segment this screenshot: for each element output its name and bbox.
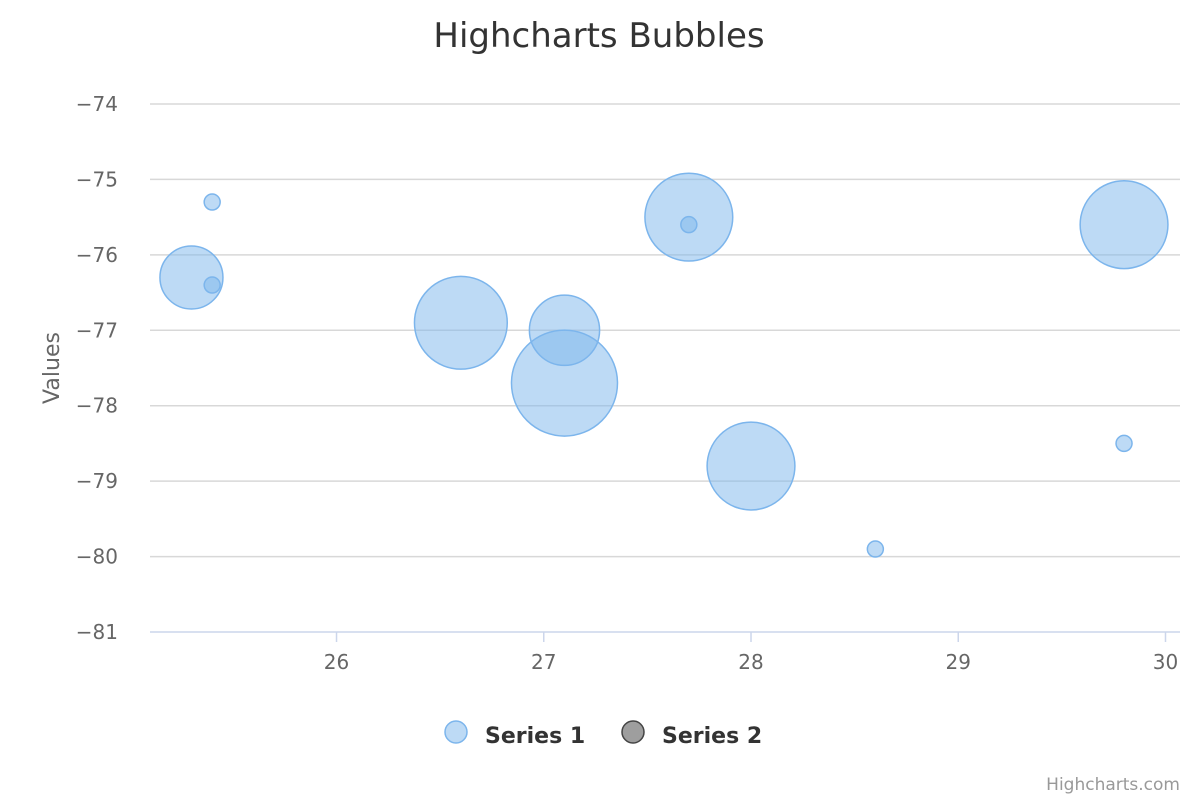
y-tick-label: −80 [76,545,118,569]
bubble-point[interactable] [203,193,221,211]
y-axis-ticks: −74 −75 −76 −77 −78 −79 −80 −81 [76,92,118,644]
chart-title: Highcharts Bubbles [433,16,764,56]
bubble-point[interactable] [706,421,796,511]
x-tick-label: 29 [946,650,971,674]
y-tick-label: −81 [76,620,118,644]
y-tick-label: −78 [76,394,118,418]
bubble-point[interactable] [413,275,509,370]
y-tick-label: −74 [76,92,118,116]
x-tick-label: 26 [324,650,349,674]
y-tick-label: −75 [76,167,118,191]
x-tick-label: 28 [738,650,763,674]
y-tick-label: −77 [76,318,118,342]
legend: Series 1 Series 2 [444,720,762,749]
bubble-point[interactable] [528,294,601,367]
grid-lines [150,103,1180,558]
bubble-point[interactable] [159,245,224,310]
legend-label-series-2: Series 2 [662,724,762,749]
credits-link[interactable]: Highcharts.com [1046,775,1180,795]
legend-symbol-series-2 [621,720,645,744]
y-axis-title: Values [40,332,65,404]
bubble-point[interactable] [203,276,221,294]
bubble-point[interactable] [1115,434,1133,453]
legend-item-series-1[interactable]: Series 1 [444,720,585,749]
x-tick-label: 30 [1153,650,1178,674]
x-tick-label: 27 [531,650,556,674]
y-tick-label: −79 [76,469,118,493]
x-axis: 26 27 28 29 30 [150,631,1180,674]
y-tick-label: −76 [76,243,118,267]
legend-item-series-2[interactable]: Series 2 [621,720,762,749]
legend-label-series-1: Series 1 [485,724,585,749]
bubble-point[interactable] [866,540,885,558]
plot-area [159,172,1169,558]
bubble-point[interactable] [1079,180,1169,270]
bubble-point[interactable] [680,215,698,234]
legend-symbol-series-1 [444,720,468,744]
